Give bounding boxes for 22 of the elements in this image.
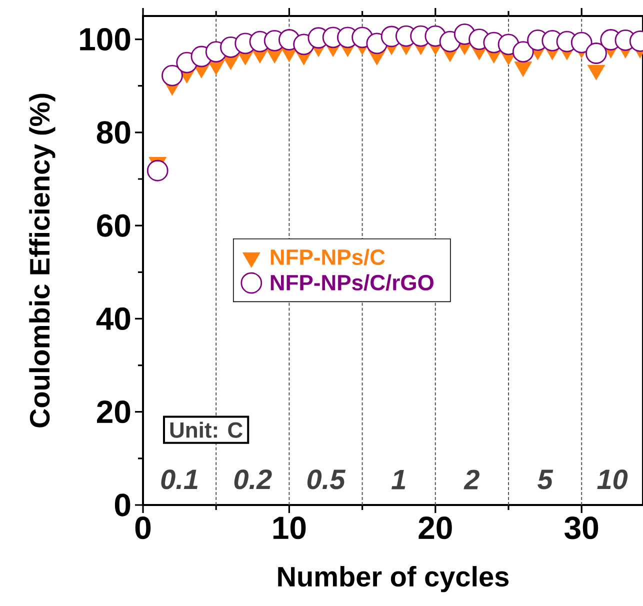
x-axis-title: Number of cycles [278,566,509,592]
y-tick-label: 80 [96,121,130,144]
annotation: 10 [597,469,628,490]
annotation: 0.1 [161,469,198,490]
annotation: 2 [464,470,480,490]
y-axis-title: Coulombic Efficiency (%) [29,94,56,428]
annotation: Unit: C [170,422,243,438]
annotation: 0.2 [234,469,272,490]
annotation: 1 [392,470,406,490]
x-tick-label: 10 [273,516,306,540]
y-tick-label: 0 [114,494,130,516]
legend-label: NFP-NPs/C/rGO [270,274,434,291]
y-tick-label: 60 [97,214,130,237]
x-tick-label: 30 [564,516,598,540]
y-tick-label: 20 [96,400,130,424]
x-tick-label: 0 [135,516,151,540]
y-tick-label: 40 [96,307,130,330]
annotation: 0.5 [307,469,346,490]
y-tick-label: 100 [80,28,130,51]
legend-label: NFP-NPs/C [270,248,385,266]
annotation: 5 [538,470,554,490]
x-tick-label: 20 [418,516,452,540]
